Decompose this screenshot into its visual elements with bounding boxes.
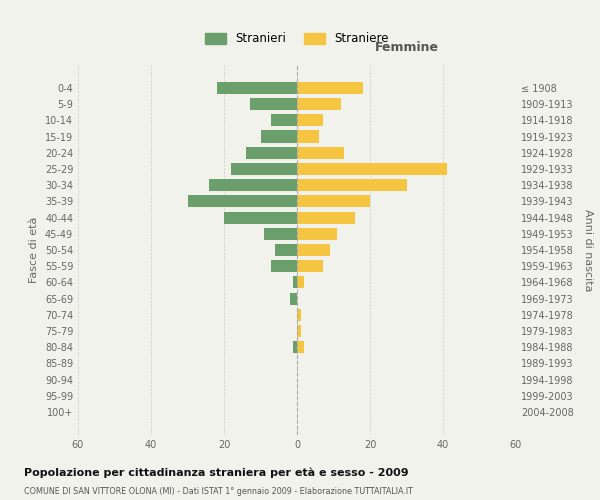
- Bar: [290, 292, 297, 304]
- Bar: [297, 82, 362, 94]
- Text: COMUNE DI SAN VITTORE OLONA (MI) - Dati ISTAT 1° gennaio 2009 - Elaborazione TUT: COMUNE DI SAN VITTORE OLONA (MI) - Dati …: [24, 488, 413, 496]
- Bar: [271, 260, 297, 272]
- Bar: [297, 179, 407, 191]
- Bar: [271, 114, 297, 126]
- Legend: Stranieri, Straniere: Stranieri, Straniere: [199, 26, 395, 52]
- Bar: [250, 98, 297, 110]
- Bar: [297, 163, 446, 175]
- Bar: [187, 196, 297, 207]
- Bar: [297, 325, 301, 337]
- Bar: [297, 196, 370, 207]
- Bar: [217, 82, 297, 94]
- Bar: [293, 276, 297, 288]
- Bar: [232, 163, 297, 175]
- Bar: [297, 228, 337, 240]
- Bar: [260, 130, 297, 142]
- Text: Femmine: Femmine: [374, 41, 439, 54]
- Bar: [246, 146, 297, 159]
- Bar: [293, 341, 297, 353]
- Bar: [297, 130, 319, 142]
- Bar: [297, 212, 355, 224]
- Bar: [297, 98, 341, 110]
- Bar: [297, 341, 304, 353]
- Text: Popolazione per cittadinanza straniera per età e sesso - 2009: Popolazione per cittadinanza straniera p…: [24, 468, 409, 478]
- Bar: [264, 228, 297, 240]
- Bar: [297, 114, 323, 126]
- Bar: [297, 244, 330, 256]
- Bar: [209, 179, 297, 191]
- Bar: [297, 146, 344, 159]
- Bar: [297, 309, 301, 321]
- Y-axis label: Anni di nascita: Anni di nascita: [583, 209, 593, 291]
- Y-axis label: Fasce di età: Fasce di età: [29, 217, 39, 283]
- Bar: [297, 276, 304, 288]
- Bar: [297, 260, 323, 272]
- Bar: [224, 212, 297, 224]
- Bar: [275, 244, 297, 256]
